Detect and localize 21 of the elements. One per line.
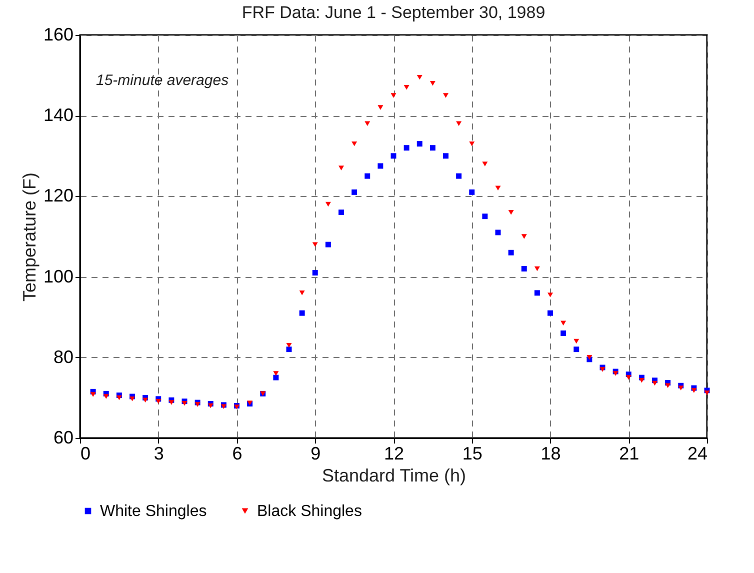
- y-tick-label: 60: [53, 428, 74, 448]
- x-tick-label: 0: [80, 444, 91, 464]
- x-tick-label: 15: [462, 444, 482, 464]
- x-tick-label: 18: [540, 444, 561, 464]
- y-tick-label: 140: [43, 105, 74, 126]
- y-tick-label: 160: [43, 24, 74, 44]
- x-tick-label: 24: [687, 444, 708, 464]
- legend-label: Black Shingles: [257, 503, 362, 520]
- x-tick-label: 6: [232, 444, 242, 464]
- y-tick-label: 100: [43, 266, 74, 286]
- x-tick-label: 12: [384, 444, 404, 464]
- x-axis-title: Standard Time (h): [322, 466, 466, 486]
- y-tick-label: 120: [43, 186, 74, 206]
- y-tick-label: 80: [53, 346, 74, 367]
- chart-title: FRF Data: June 1 - September 30, 1989: [242, 3, 546, 22]
- annotation: 15-minute averages: [96, 72, 230, 89]
- x-tick-label: 21: [619, 444, 640, 464]
- x-tick-label: 9: [310, 444, 321, 464]
- legend-label: White Shingles: [100, 503, 207, 520]
- y-axis-title: Temperature (F): [19, 172, 40, 302]
- x-tick-label: 3: [154, 444, 164, 464]
